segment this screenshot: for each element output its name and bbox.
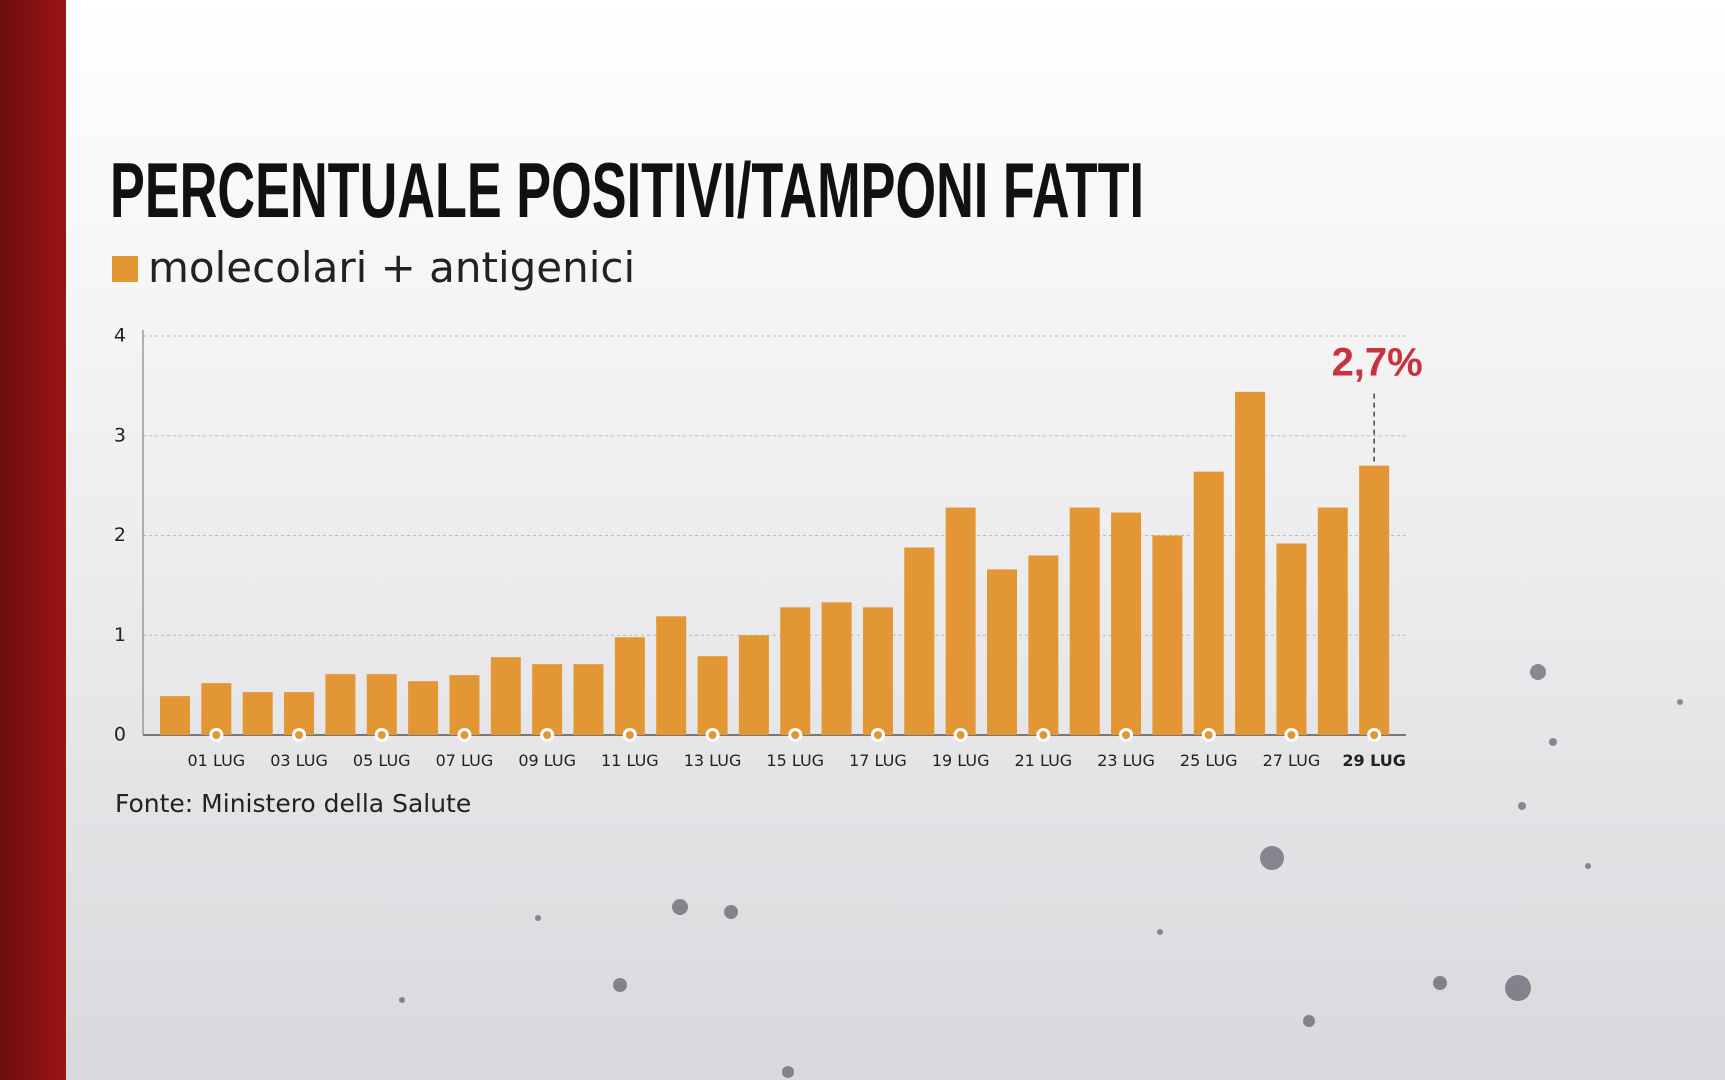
bar [656, 616, 687, 735]
bar [1359, 465, 1390, 735]
legend-label: molecolari + antigenici [148, 243, 635, 292]
bar [780, 607, 811, 735]
bar [532, 664, 563, 735]
bar [366, 674, 397, 735]
x-tick-label: 21 LUG [1015, 751, 1073, 770]
x-tick-label: 01 LUG [188, 751, 246, 770]
x-tick-label: 03 LUG [270, 751, 328, 770]
bar [490, 657, 521, 735]
bar [573, 664, 604, 735]
legend-swatch [112, 256, 138, 282]
bar [160, 696, 190, 735]
x-tick-label: 15 LUG [766, 751, 824, 770]
bar [449, 675, 480, 735]
bar [904, 547, 935, 735]
x-tick-dot [788, 728, 803, 742]
bar [242, 692, 273, 735]
bar [1069, 507, 1100, 735]
x-tick-dot [705, 728, 720, 742]
bar [408, 681, 439, 735]
x-tick-dot [374, 728, 389, 742]
bar [862, 607, 893, 735]
y-tick-label: 2 [114, 524, 126, 546]
bar [987, 569, 1017, 735]
x-tick-label: 07 LUG [436, 751, 494, 770]
x-tick-dot [292, 728, 307, 742]
x-tick-label: 29 LUG [1342, 751, 1406, 770]
bar [1152, 535, 1183, 735]
x-tick-label: 13 LUG [684, 751, 742, 770]
x-tick-label: 11 LUG [601, 751, 659, 770]
bar [1276, 543, 1307, 735]
bar [1028, 555, 1059, 735]
x-tick-label: 19 LUG [932, 751, 990, 770]
x-tick-dot [622, 728, 637, 742]
bar [945, 507, 976, 735]
side-stripe [0, 0, 66, 1080]
x-tick-dot [1284, 728, 1299, 742]
x-tick-dot [1367, 728, 1382, 742]
bar [1193, 471, 1224, 735]
x-tick-dot [1036, 728, 1051, 742]
y-tick-label: 0 [114, 724, 126, 746]
x-tick-dot [457, 728, 472, 742]
x-tick-dot [870, 728, 885, 742]
x-tick-dot [953, 728, 968, 742]
y-tick-label: 1 [114, 624, 126, 646]
x-tick-label: 09 LUG [518, 751, 576, 770]
y-tick-label: 4 [114, 325, 126, 347]
decor-dots [399, 664, 1683, 1078]
bar [738, 635, 769, 735]
x-tick-dot [1119, 728, 1134, 742]
x-tick-label: 25 LUG [1180, 751, 1238, 770]
bar [1111, 512, 1142, 735]
bar [284, 692, 315, 735]
bar [201, 683, 232, 735]
bar [697, 656, 728, 735]
x-tick-label: 05 LUG [353, 751, 411, 770]
bar [821, 602, 852, 735]
x-tick-label: 23 LUG [1097, 751, 1155, 770]
chart-title: PERCENTUALE POSITIVI/TAMPONI FATTI [110, 146, 1144, 234]
bar [1317, 507, 1348, 735]
x-tick-label: 27 LUG [1263, 751, 1321, 770]
x-tick-dot [1201, 728, 1216, 742]
x-tick-dot [540, 728, 555, 742]
x-tick-label: 17 LUG [849, 751, 907, 770]
bar [1235, 391, 1266, 735]
bar [614, 637, 645, 735]
value-label: 2,7% [1332, 341, 1423, 385]
x-tick-dot [209, 728, 224, 742]
bar [325, 674, 356, 735]
y-tick-label: 3 [114, 424, 126, 446]
source: Fonte: Ministero della Salute [115, 789, 471, 818]
